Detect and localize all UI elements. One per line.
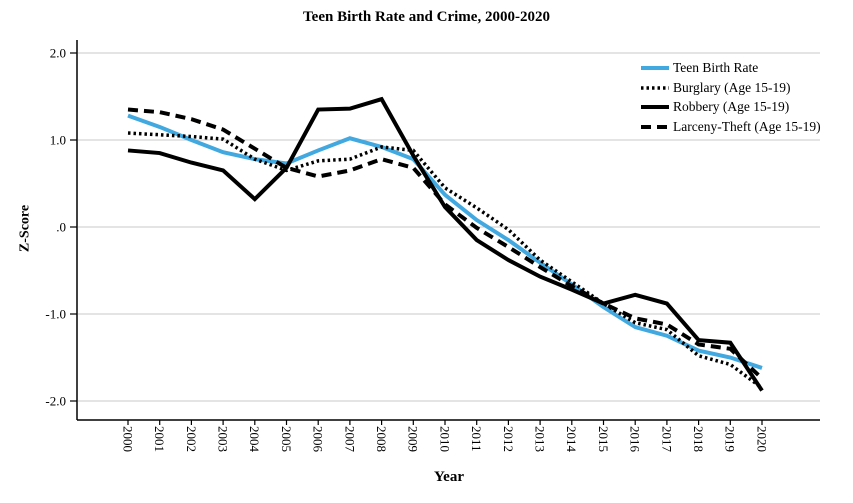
series-line-larceny-theft-age-15-19	[127, 107, 764, 380]
y-axis-tick-label: 1.0	[50, 133, 66, 148]
y-axis-tick-label: -2.0	[45, 394, 66, 409]
series-line-burglary-age-15-19	[127, 131, 764, 390]
legend-label: Teen Birth Rate	[673, 60, 759, 75]
x-axis-tick-label: 2009	[406, 426, 421, 452]
x-axis-tick-label: 2012	[501, 426, 516, 452]
legend-label: Burglary (Age 15-19)	[673, 79, 791, 95]
chart-title: Teen Birth Rate and Crime, 2000-2020	[303, 9, 550, 25]
legend-item-burglary-age-15-19: Burglary (Age 15-19)	[641, 80, 821, 96]
x-axis-tick-label: 2011	[469, 426, 484, 452]
legend-item-robbery-age-15-19: Robbery (Age 15-19)	[641, 99, 821, 115]
x-axis-tick-label: 2006	[311, 426, 326, 453]
x-axis-tick-label: 2002	[184, 426, 199, 452]
series-line-robbery-age-15-19	[127, 96, 764, 392]
x-axis-tick-label: 2016	[628, 426, 643, 453]
x-axis-tick-label: 2020	[754, 426, 769, 452]
legend-line-sample-dotted	[641, 84, 669, 92]
legend: Teen Birth Rate Burglary (Age 15-19) Robbe…	[641, 60, 821, 138]
x-axis-tick-label: 2018	[691, 426, 706, 452]
x-axis-tick-label: 2001	[152, 426, 167, 452]
x-axis-tick-label: 2013	[533, 426, 548, 452]
x-axis-tick-label: 2004	[247, 426, 262, 453]
x-axis-tick-label: 2003	[216, 426, 231, 452]
y-axis-tick-label: -1.0	[45, 307, 66, 322]
x-axis-tick-label: 2000	[120, 426, 135, 452]
x-axis-tick-label: 2007	[342, 426, 357, 453]
x-axis-title: Year	[434, 469, 464, 485]
legend-line-sample-solid	[641, 64, 669, 72]
x-axis-tick-label: 2019	[723, 426, 738, 452]
y-axis-tick-label: .0	[56, 220, 66, 235]
x-axis-tick-label: 2017	[659, 426, 674, 453]
x-axis-tick-label: 2015	[596, 426, 611, 452]
legend-label: Robbery (Age 15-19)	[673, 99, 790, 114]
legend-line-sample-solid	[641, 103, 669, 111]
x-axis-tick-label: 2010	[437, 426, 452, 452]
series-line-teen-birth-rate	[127, 113, 763, 370]
x-axis-tick-label: 2005	[279, 426, 294, 452]
x-axis-tick-label: 2008	[374, 426, 389, 452]
legend-item-teen-birth-rate: Teen Birth Rate	[641, 60, 821, 76]
legend-line-sample-dashed	[641, 123, 669, 131]
y-axis-tick-label: 2.0	[50, 46, 66, 61]
legend-item-larceny-theft-age-15-19: Larceny-Theft (Age 15-19)	[641, 119, 821, 135]
legend-label: Larceny-Theft (Age 15-19)	[673, 118, 821, 134]
x-axis-tick-label: 2014	[564, 426, 579, 453]
